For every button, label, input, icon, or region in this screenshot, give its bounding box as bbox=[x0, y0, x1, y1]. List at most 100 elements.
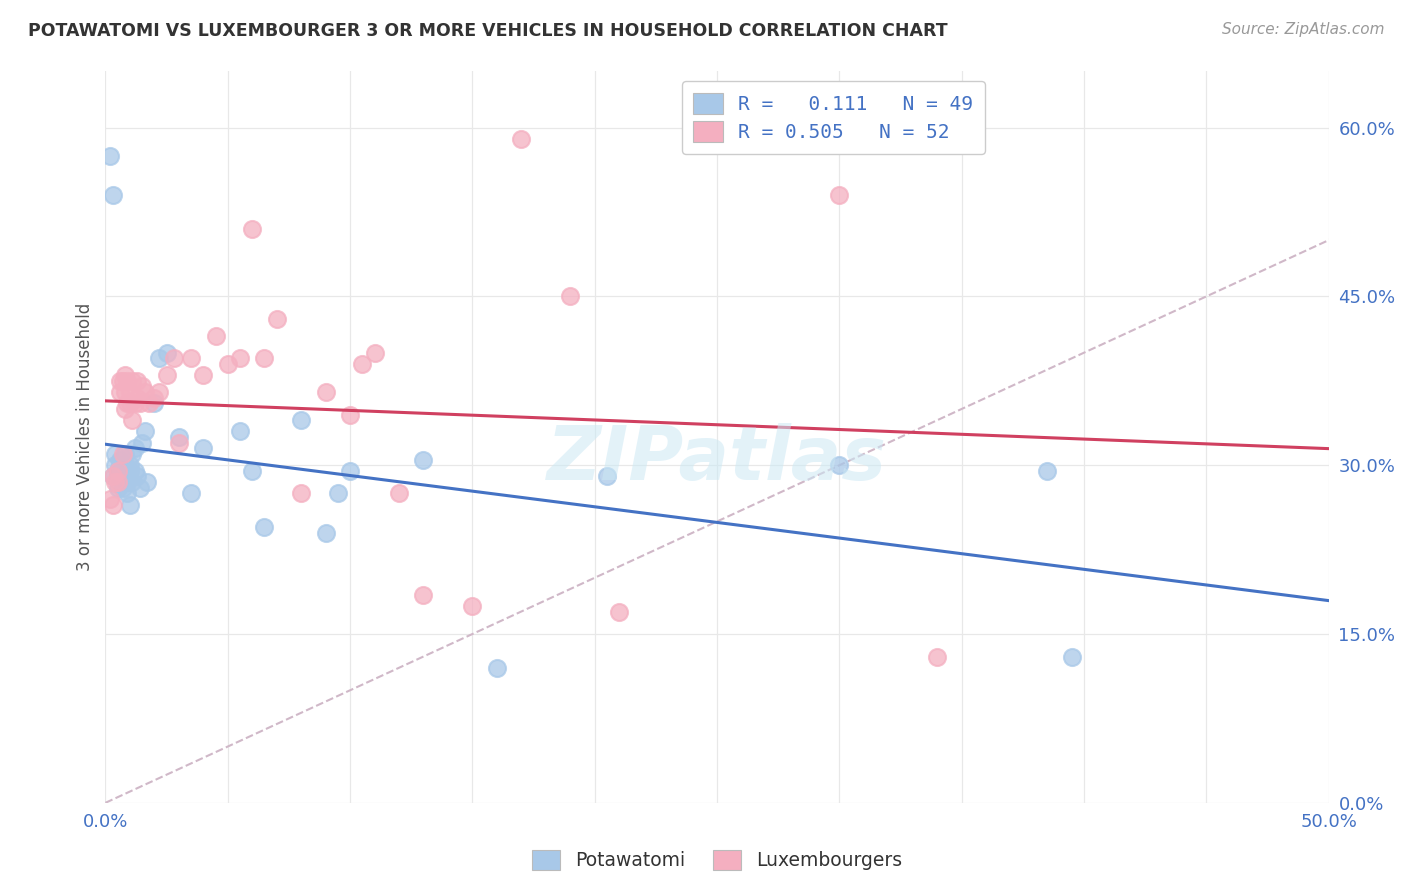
Point bbox=[253, 351, 276, 366]
Point bbox=[127, 469, 149, 483]
Point bbox=[128, 481, 150, 495]
Point bbox=[121, 447, 143, 461]
Point bbox=[134, 425, 156, 439]
Point bbox=[134, 385, 156, 400]
Point bbox=[1036, 464, 1059, 478]
Point bbox=[156, 345, 179, 359]
Point bbox=[290, 413, 312, 427]
Point bbox=[560, 289, 582, 303]
Point bbox=[461, 599, 484, 613]
Point bbox=[136, 475, 159, 489]
Point bbox=[607, 605, 630, 619]
Point bbox=[412, 588, 434, 602]
Point bbox=[107, 464, 129, 478]
Point bbox=[121, 475, 143, 489]
Point bbox=[118, 385, 141, 400]
Point bbox=[118, 396, 141, 410]
Point bbox=[111, 374, 134, 388]
Legend: Potawatomi, Luxembourgers: Potawatomi, Luxembourgers bbox=[524, 842, 910, 878]
Point bbox=[163, 351, 186, 366]
Point bbox=[315, 525, 337, 540]
Point bbox=[114, 368, 136, 383]
Point bbox=[127, 374, 149, 388]
Point bbox=[101, 469, 124, 483]
Point bbox=[111, 447, 134, 461]
Point bbox=[363, 345, 385, 359]
Point bbox=[240, 222, 263, 236]
Point bbox=[148, 351, 170, 366]
Point bbox=[510, 132, 533, 146]
Point bbox=[114, 458, 136, 473]
Point bbox=[104, 458, 127, 473]
Point bbox=[121, 413, 143, 427]
Point bbox=[167, 435, 190, 450]
Point bbox=[128, 396, 150, 410]
Point bbox=[326, 486, 349, 500]
Point bbox=[229, 351, 252, 366]
Point bbox=[828, 188, 851, 202]
Point bbox=[121, 374, 143, 388]
Point bbox=[143, 396, 166, 410]
Point bbox=[114, 401, 136, 416]
Point bbox=[217, 357, 239, 371]
Text: Source: ZipAtlas.com: Source: ZipAtlas.com bbox=[1222, 22, 1385, 37]
Point bbox=[124, 396, 146, 410]
Y-axis label: 3 or more Vehicles in Household: 3 or more Vehicles in Household bbox=[76, 303, 94, 571]
Point bbox=[98, 491, 121, 506]
Point bbox=[290, 486, 312, 500]
Text: ZIPatlas: ZIPatlas bbox=[547, 423, 887, 496]
Point bbox=[98, 149, 121, 163]
Point bbox=[114, 447, 136, 461]
Point bbox=[114, 475, 136, 489]
Point bbox=[148, 385, 170, 400]
Point bbox=[143, 391, 166, 405]
Point bbox=[412, 452, 434, 467]
Point bbox=[117, 374, 139, 388]
Point bbox=[108, 374, 131, 388]
Point bbox=[927, 649, 949, 664]
Text: POTAWATOMI VS LUXEMBOURGER 3 OR MORE VEHICLES IN HOUSEHOLD CORRELATION CHART: POTAWATOMI VS LUXEMBOURGER 3 OR MORE VEH… bbox=[28, 22, 948, 40]
Point bbox=[131, 435, 153, 450]
Point bbox=[138, 396, 160, 410]
Point bbox=[107, 481, 129, 495]
Point bbox=[828, 458, 851, 473]
Point bbox=[388, 486, 411, 500]
Point bbox=[229, 425, 252, 439]
Point bbox=[108, 458, 131, 473]
Point bbox=[117, 475, 139, 489]
Point bbox=[114, 385, 136, 400]
Point bbox=[485, 661, 508, 675]
Point bbox=[118, 498, 141, 512]
Point bbox=[107, 464, 129, 478]
Point bbox=[111, 464, 134, 478]
Point bbox=[204, 328, 226, 343]
Point bbox=[101, 498, 124, 512]
Point bbox=[117, 396, 139, 410]
Point bbox=[266, 312, 288, 326]
Point bbox=[124, 442, 146, 456]
Point bbox=[1060, 649, 1083, 664]
Point bbox=[118, 464, 141, 478]
Point bbox=[240, 464, 263, 478]
Point bbox=[596, 469, 619, 483]
Point bbox=[339, 408, 361, 422]
Point bbox=[101, 188, 124, 202]
Point bbox=[315, 385, 337, 400]
Point bbox=[107, 469, 129, 483]
Point bbox=[180, 351, 202, 366]
Point bbox=[104, 475, 127, 489]
Point bbox=[167, 430, 190, 444]
Point bbox=[101, 469, 124, 483]
Point bbox=[108, 464, 131, 478]
Point bbox=[352, 357, 374, 371]
Point bbox=[107, 475, 129, 489]
Point bbox=[156, 368, 179, 383]
Point bbox=[108, 452, 131, 467]
Point bbox=[124, 464, 146, 478]
Point bbox=[127, 391, 149, 405]
Point bbox=[193, 368, 215, 383]
Point bbox=[117, 486, 139, 500]
Point bbox=[253, 520, 276, 534]
Point bbox=[193, 442, 215, 456]
Point bbox=[108, 385, 131, 400]
